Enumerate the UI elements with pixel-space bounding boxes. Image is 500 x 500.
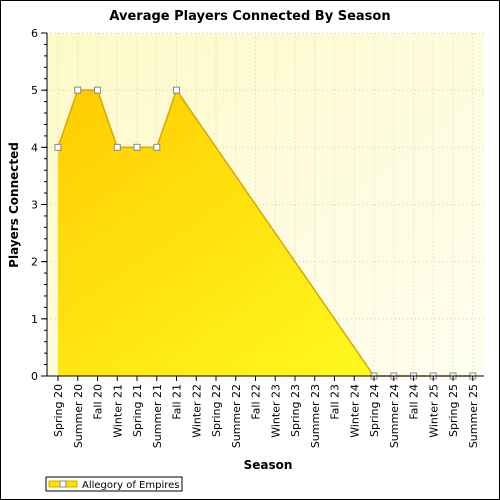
data-point (173, 86, 180, 94)
x-tick-label: Fall 21 (171, 384, 184, 420)
legend-box (45, 476, 183, 492)
axes (41, 32, 484, 381)
legend-label: Allegory of Empires (82, 480, 179, 491)
y-tick-label: 4 (31, 141, 38, 154)
chart-title: Average Players Connected By Season (109, 9, 391, 24)
x-tick-label: Fall 23 (329, 384, 342, 420)
data-point (133, 143, 141, 151)
x-tick-label: Winter 23 (269, 384, 282, 438)
y-tick-label: 1 (31, 313, 38, 326)
data-point (153, 143, 161, 151)
x-tick-label: Spring 21 (131, 384, 144, 437)
y-tick-label: 2 (31, 256, 38, 269)
x-tick-label: Summer 21 (151, 384, 164, 448)
data-point (94, 86, 101, 94)
y-tick-labels: 0 1 2 3 4 5 6 (31, 27, 38, 383)
series-area (58, 90, 473, 377)
x-axis-label: Season (244, 458, 293, 472)
x-tick-label: Spring 20 (52, 384, 65, 437)
x-tick-label: Winter 21 (111, 384, 124, 438)
x-tick-label: Spring 24 (368, 384, 381, 437)
x-tick-label: Fall 20 (92, 384, 105, 420)
x-tick-label: Spring 22 (210, 384, 223, 437)
y-tick-label: 5 (31, 84, 38, 97)
x-tick-label: Winter 22 (190, 384, 203, 438)
y-tick-label: 0 (31, 370, 38, 383)
x-tick-label: Summer 23 (309, 384, 322, 448)
x-tick-label: Spring 23 (289, 384, 302, 437)
x-tick-label: Summer 22 (230, 384, 243, 448)
legend-marker (59, 480, 67, 488)
y-tick-label: 3 (31, 199, 38, 212)
y-axis-label: Players Connected (7, 142, 21, 268)
x-tick-label: Winter 24 (348, 384, 361, 438)
x-tick-label: Summer 20 (72, 384, 85, 448)
x-tick-label: Summer 25 (467, 384, 480, 448)
x-tick-label: Summer 24 (388, 384, 401, 448)
x-tick-label: Winter 25 (427, 384, 440, 438)
x-tick-label: Spring 25 (447, 384, 460, 437)
x-tick-label: Fall 24 (408, 384, 421, 420)
data-point (54, 143, 62, 151)
data-point (113, 143, 121, 151)
x-tick-label: Fall 22 (250, 384, 263, 420)
legend: Allegory of Empires (45, 476, 183, 492)
data-point (74, 86, 82, 94)
y-tick-label: 6 (31, 27, 38, 40)
x-tick-labels: Spring 20 Summer 20 Fall 20 Winter 21 Spring… (52, 384, 480, 448)
